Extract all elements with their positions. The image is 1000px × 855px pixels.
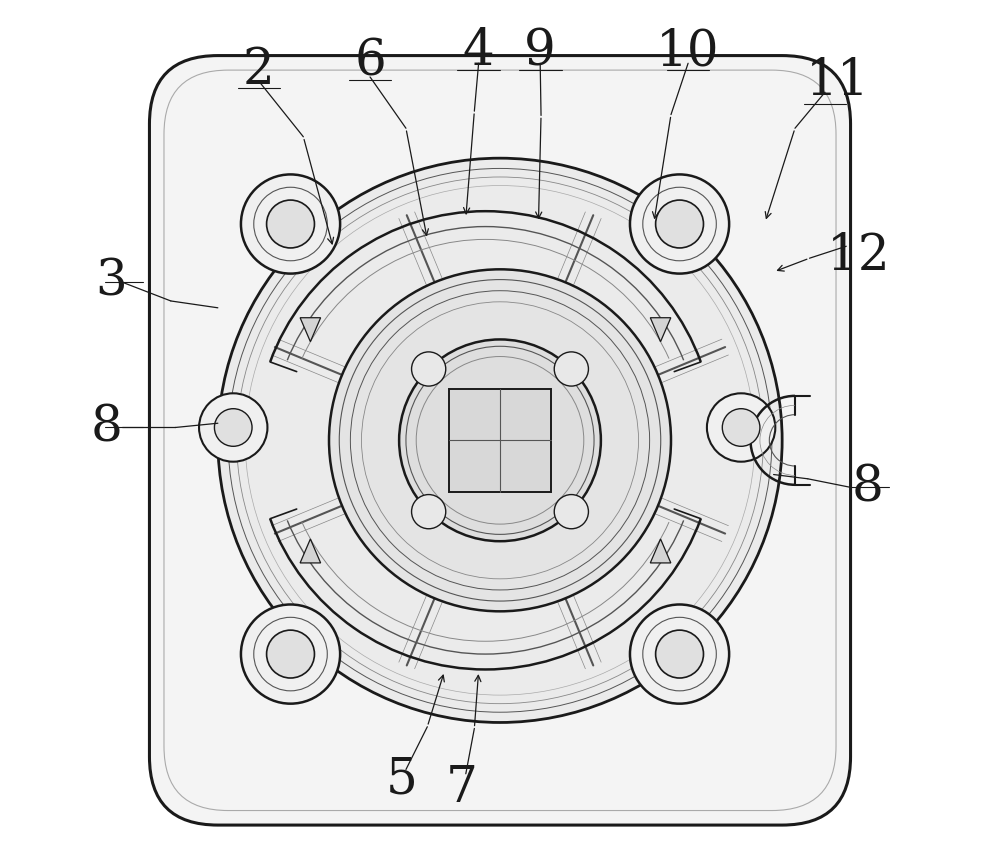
Circle shape bbox=[218, 158, 782, 722]
Polygon shape bbox=[300, 539, 321, 563]
Text: 4: 4 bbox=[463, 27, 494, 76]
Text: 8: 8 bbox=[852, 463, 884, 512]
FancyBboxPatch shape bbox=[149, 56, 851, 825]
Text: 3: 3 bbox=[95, 257, 127, 307]
Circle shape bbox=[722, 409, 760, 446]
Circle shape bbox=[554, 494, 588, 528]
Circle shape bbox=[241, 174, 340, 274]
Circle shape bbox=[554, 352, 588, 386]
Text: 11: 11 bbox=[806, 56, 870, 106]
Polygon shape bbox=[449, 389, 551, 492]
Text: 8: 8 bbox=[91, 403, 123, 452]
Text: 12: 12 bbox=[827, 232, 891, 281]
Text: 9: 9 bbox=[524, 27, 556, 76]
Circle shape bbox=[630, 604, 729, 704]
Circle shape bbox=[412, 494, 446, 528]
Polygon shape bbox=[650, 539, 671, 563]
Polygon shape bbox=[650, 318, 671, 342]
Circle shape bbox=[707, 393, 775, 462]
Text: 5: 5 bbox=[386, 755, 418, 805]
Text: 10: 10 bbox=[656, 27, 720, 76]
Circle shape bbox=[267, 200, 314, 248]
Circle shape bbox=[412, 352, 446, 386]
Text: 7: 7 bbox=[446, 764, 477, 813]
Circle shape bbox=[656, 200, 703, 248]
Circle shape bbox=[329, 269, 671, 611]
Circle shape bbox=[267, 630, 314, 678]
Circle shape bbox=[630, 174, 729, 274]
Circle shape bbox=[199, 393, 267, 462]
Circle shape bbox=[241, 604, 340, 704]
Polygon shape bbox=[300, 318, 321, 342]
Text: 2: 2 bbox=[243, 45, 275, 95]
Circle shape bbox=[399, 339, 601, 541]
Circle shape bbox=[214, 409, 252, 446]
Text: 6: 6 bbox=[354, 37, 386, 86]
Circle shape bbox=[656, 630, 703, 678]
